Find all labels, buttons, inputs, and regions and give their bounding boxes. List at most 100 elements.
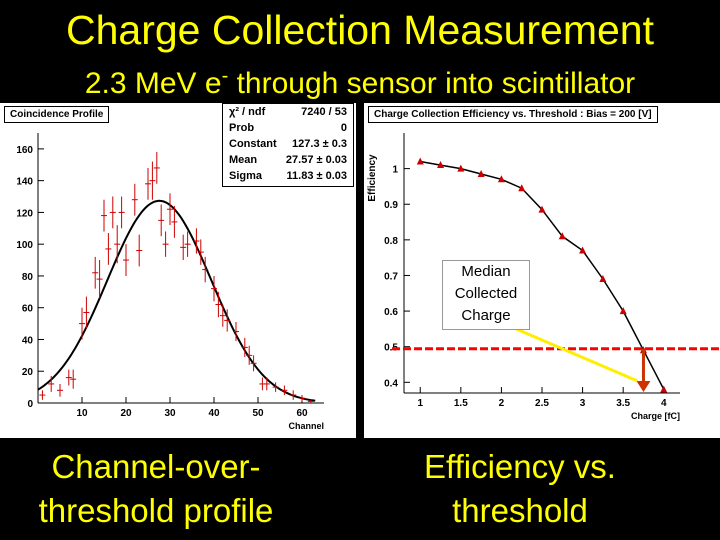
x-tick-label: 40 — [208, 408, 220, 419]
data-point — [497, 175, 505, 183]
profile-chart-panel: 10 20 30 40 50 60 0 20 40 60 80 100 120 140 160 Channel… — [0, 103, 356, 438]
data-point — [65, 369, 72, 386]
y-tick-label: 0.8 — [384, 236, 398, 247]
data-point — [184, 231, 191, 257]
data-point — [416, 157, 424, 165]
y-tick-label: 0.4 — [384, 378, 398, 389]
y-tick-label: 160 — [16, 145, 33, 156]
data-point — [92, 256, 99, 289]
data-point — [57, 383, 63, 397]
data-point — [599, 275, 607, 283]
y-tick-label: 0.7 — [384, 271, 398, 282]
data-point — [114, 225, 121, 264]
data-point — [263, 377, 270, 391]
data-point — [538, 205, 546, 213]
subtitle-post: through sensor into scintillator — [228, 67, 636, 100]
data-point — [281, 385, 288, 396]
data-point — [518, 184, 526, 192]
data-point — [167, 193, 173, 226]
data-point — [79, 307, 85, 340]
stat-row: Constant 127.3 ± 0.3 — [229, 138, 347, 154]
x-tick-label: 20 — [120, 408, 132, 419]
stat-value: 7240 / 53 — [301, 106, 347, 118]
fit-stats-box: χ² / ndf 7240 / 53 Prob 0 Constant 127.3 ± … — [222, 103, 354, 187]
stat-value: 27.57 ± 0.03 — [285, 154, 347, 166]
stat-label: Prob — [229, 122, 255, 134]
stat-value: 0 — [340, 122, 347, 134]
data-point — [579, 246, 587, 254]
data-point — [145, 167, 151, 200]
data-point — [118, 196, 125, 229]
caption-right: Efficiency vs. threshold — [424, 448, 616, 529]
data-point — [101, 199, 107, 232]
x-tick-label: 2 — [499, 398, 505, 409]
data-point — [246, 345, 253, 365]
data-point — [241, 337, 248, 357]
data-point — [193, 228, 200, 254]
x-tick-label: 2.5 — [535, 398, 549, 409]
y-tick-label: 100 — [16, 240, 33, 251]
x-tick-label: 10 — [76, 408, 88, 419]
data-point — [70, 369, 77, 389]
stat-label: Mean — [229, 154, 258, 166]
y-tick-label: 0.5 — [384, 343, 398, 354]
data-point — [233, 322, 239, 342]
x-tick-label: 3 — [580, 398, 586, 409]
data-point — [123, 244, 129, 276]
data-point — [171, 206, 178, 238]
efficiency-chart: 1 1.5 2 2.5 3 3.5 4 0.4 0.5 0.6 0.7 0.8 0.9 1 Charge [… — [367, 133, 720, 421]
data-point — [105, 233, 112, 265]
y-tick-label: 120 — [16, 208, 33, 219]
x-tick-label: 3.5 — [616, 398, 630, 409]
median-charge-annotation: Median Collected Charge — [442, 260, 530, 330]
x-axis-label: Channel — [288, 421, 324, 431]
stat-label: Sigma — [229, 170, 263, 182]
stat-row: Sigma 11.83 ± 0.03 — [229, 170, 347, 186]
data-point — [477, 169, 485, 177]
y-tick-label: 80 — [22, 272, 34, 283]
subtitle-pre: 2.3 MeV e — [84, 67, 222, 100]
y-tick-label: 20 — [22, 367, 34, 378]
stat-row: χ² / ndf 7240 / 53 — [229, 106, 347, 122]
stat-value: 11.83 ± 0.03 — [286, 170, 347, 182]
data-point — [224, 309, 231, 332]
stat-label: χ² / ndf — [229, 106, 266, 118]
profile-chart-title: Coincidence Profile — [4, 106, 110, 123]
data-point — [437, 161, 445, 169]
y-tick-label: 40 — [22, 335, 34, 346]
y-tick-label: 0.6 — [384, 307, 398, 318]
efficiency-chart-panel: 1 1.5 2 2.5 3 3.5 4 0.4 0.5 0.6 0.7 0.8 0.9 1 Charge [… — [364, 103, 720, 438]
data-point — [272, 382, 279, 392]
data-point — [211, 275, 217, 302]
data-point — [202, 256, 209, 283]
annotation-pointer — [513, 326, 639, 383]
stat-value: 127.3 ± 0.3 — [292, 138, 347, 150]
subtitle-sup: - — [221, 65, 229, 87]
data-point — [307, 399, 314, 403]
data-point — [197, 239, 204, 265]
data-point — [83, 296, 90, 329]
data-point — [299, 395, 305, 402]
data-point — [219, 304, 226, 327]
data-point — [619, 307, 627, 315]
x-axis-label: Charge [fC] — [631, 411, 680, 421]
data-point — [558, 232, 566, 240]
data-point — [153, 152, 160, 184]
data-point — [162, 231, 169, 257]
y-tick-label: 140 — [16, 177, 33, 188]
x-tick-label: 50 — [252, 408, 264, 419]
x-tick-label: 30 — [164, 408, 176, 419]
data-point — [180, 234, 187, 261]
y-tick-label: 60 — [22, 304, 34, 315]
data-point — [457, 164, 465, 172]
data-point — [39, 390, 46, 400]
gaussian-fit-curve — [37, 199, 316, 402]
data-point — [136, 234, 143, 267]
caption-left: Channel-over-threshold profile — [38, 448, 274, 529]
y-tick-label: 0 — [27, 399, 33, 410]
slide-title: Charge Collection Measurement — [66, 7, 654, 53]
data-point — [109, 196, 116, 229]
data-point — [215, 291, 222, 318]
slide-subtitle: 2.3 MeV e- through sensor into scintilla… — [0, 56, 720, 104]
data-point — [96, 260, 103, 299]
